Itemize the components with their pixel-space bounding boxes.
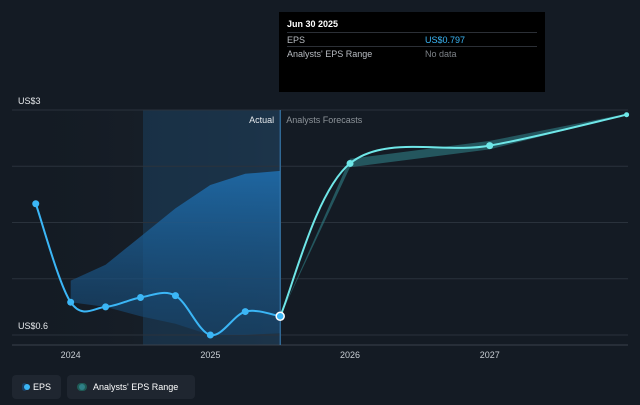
y-tick-label: US$3 [18, 96, 41, 106]
x-tick-label: 2024 [61, 350, 81, 360]
tooltip: Jun 30 2025 EPS US$0.797 Analysts' EPS R… [279, 12, 545, 92]
eps-point [171, 292, 179, 300]
legend-range[interactable]: Analysts' EPS Range [67, 375, 195, 399]
range-bands [70, 113, 627, 335]
actual-label: Actual [249, 115, 274, 125]
eps-legend-dot-icon [22, 383, 30, 391]
eps-point [206, 331, 214, 339]
forecast-point [624, 112, 630, 118]
tooltip-eps-value: US$0.797 [425, 35, 466, 45]
legend-eps[interactable]: EPS [12, 375, 61, 399]
eps-point [102, 303, 110, 311]
actual-range-band [70, 170, 281, 335]
eps-point [241, 308, 249, 316]
tooltip-range-label: Analysts' EPS Range [287, 49, 373, 59]
forecast-point [346, 159, 354, 167]
x-tick-label: 2025 [200, 350, 220, 360]
eps-point [32, 200, 40, 208]
tooltip-eps-label: EPS [287, 35, 306, 45]
series-points [32, 112, 630, 339]
eps-point [275, 311, 285, 321]
tooltip-row-eps: EPS US$0.797 [287, 32, 537, 47]
tooltip-date: Jun 30 2025 [287, 19, 339, 29]
tooltip-range-value: No data [425, 49, 457, 59]
y-tick-label: US$0.6 [18, 321, 48, 331]
x-tick-label: 2027 [480, 350, 500, 360]
grid-lines [12, 109, 628, 346]
tooltip-row-range: Analysts' EPS Range No data [287, 46, 537, 61]
x-tick-label: 2026 [340, 350, 360, 360]
forecast-range-band [280, 113, 627, 317]
forecast-point [486, 142, 494, 150]
x-tick-labels: 2024 2025 2026 2027 [61, 350, 500, 360]
y-tick-labels: US$3 US$0.6 [18, 96, 48, 331]
eps-point [67, 298, 75, 306]
eps-point [137, 294, 145, 301]
forecast-line [279, 113, 627, 317]
legend-range-label: Analysts' EPS Range [93, 382, 179, 392]
forecast-label: Analysts Forecasts [286, 115, 363, 125]
legend-eps-label: EPS [32, 382, 51, 392]
range-legend-dot-icon [77, 383, 87, 391]
